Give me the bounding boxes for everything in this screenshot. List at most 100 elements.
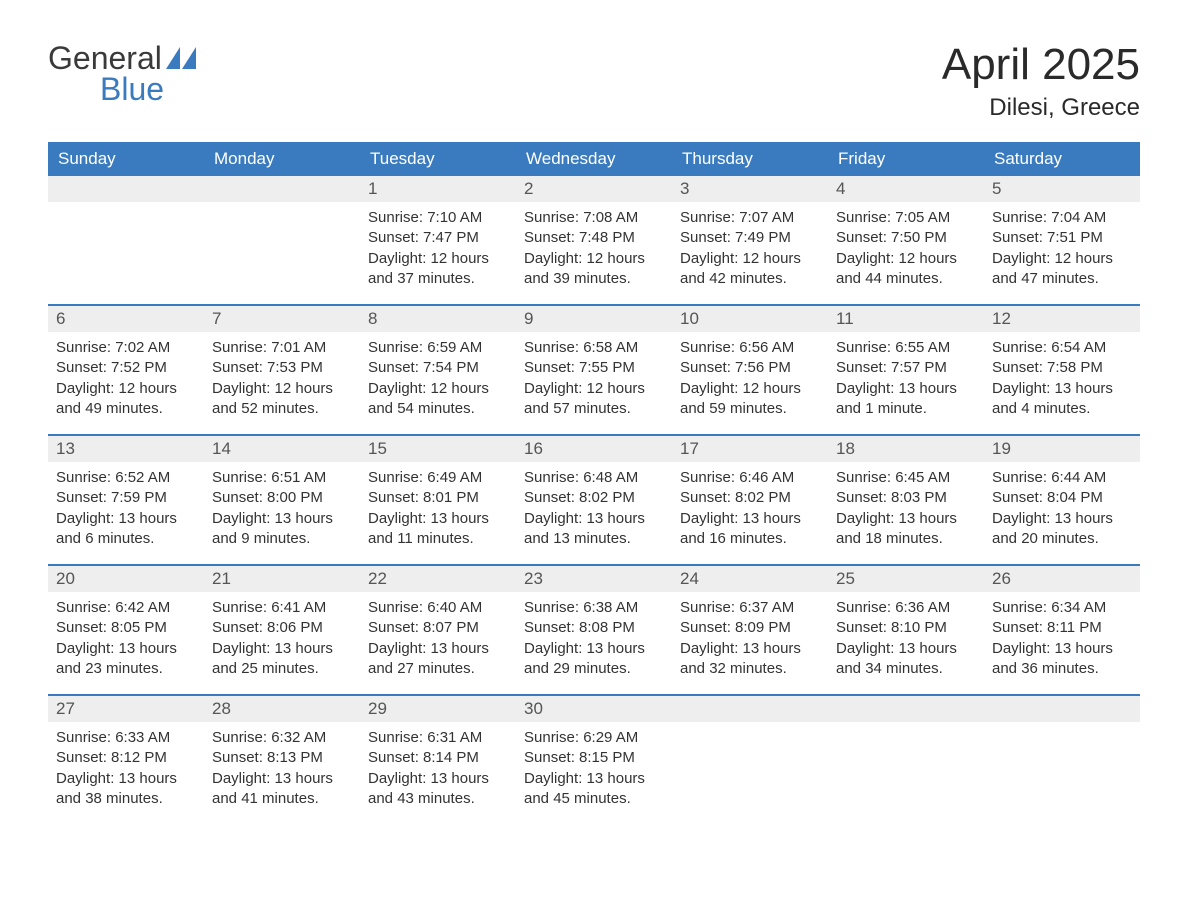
day-cell: 6Sunrise: 7:02 AMSunset: 7:52 PMDaylight… [48, 306, 204, 434]
weekday-header: Sunday [48, 142, 204, 176]
daylight-text: Daylight: 12 hours and 57 minutes. [524, 379, 664, 420]
day-number: 2 [516, 176, 672, 202]
day-content: Sunrise: 7:04 AMSunset: 7:51 PMDaylight:… [984, 202, 1140, 295]
sunset-text: Sunset: 7:49 PM [680, 228, 820, 248]
sunset-text: Sunset: 7:51 PM [992, 228, 1132, 248]
day-number [672, 696, 828, 722]
day-content: Sunrise: 6:59 AMSunset: 7:54 PMDaylight:… [360, 332, 516, 425]
day-cell [48, 176, 204, 304]
sunset-text: Sunset: 7:56 PM [680, 358, 820, 378]
day-content: Sunrise: 6:46 AMSunset: 8:02 PMDaylight:… [672, 462, 828, 555]
day-number: 30 [516, 696, 672, 722]
day-cell: 17Sunrise: 6:46 AMSunset: 8:02 PMDayligh… [672, 436, 828, 564]
sunset-text: Sunset: 8:04 PM [992, 488, 1132, 508]
sunrise-text: Sunrise: 6:36 AM [836, 598, 976, 618]
month-title: April 2025 [942, 40, 1140, 90]
day-cell: 26Sunrise: 6:34 AMSunset: 8:11 PMDayligh… [984, 566, 1140, 694]
daylight-text: Daylight: 13 hours and 36 minutes. [992, 639, 1132, 680]
sunrise-text: Sunrise: 6:34 AM [992, 598, 1132, 618]
day-content: Sunrise: 6:54 AMSunset: 7:58 PMDaylight:… [984, 332, 1140, 425]
sunrise-text: Sunrise: 6:38 AM [524, 598, 664, 618]
day-content: Sunrise: 6:41 AMSunset: 8:06 PMDaylight:… [204, 592, 360, 685]
weekday-header: Wednesday [516, 142, 672, 176]
day-cell: 29Sunrise: 6:31 AMSunset: 8:14 PMDayligh… [360, 696, 516, 824]
day-number [828, 696, 984, 722]
day-content: Sunrise: 7:02 AMSunset: 7:52 PMDaylight:… [48, 332, 204, 425]
weekday-header-row: Sunday Monday Tuesday Wednesday Thursday… [48, 142, 1140, 176]
sunrise-text: Sunrise: 6:55 AM [836, 338, 976, 358]
daylight-text: Daylight: 12 hours and 44 minutes. [836, 249, 976, 290]
day-number: 22 [360, 566, 516, 592]
day-content: Sunrise: 6:29 AMSunset: 8:15 PMDaylight:… [516, 722, 672, 815]
daylight-text: Daylight: 12 hours and 42 minutes. [680, 249, 820, 290]
daylight-text: Daylight: 13 hours and 13 minutes. [524, 509, 664, 550]
day-number: 25 [828, 566, 984, 592]
sunset-text: Sunset: 8:05 PM [56, 618, 196, 638]
day-content: Sunrise: 6:49 AMSunset: 8:01 PMDaylight:… [360, 462, 516, 555]
sunset-text: Sunset: 8:00 PM [212, 488, 352, 508]
daylight-text: Daylight: 13 hours and 18 minutes. [836, 509, 976, 550]
sunrise-text: Sunrise: 6:29 AM [524, 728, 664, 748]
sunrise-text: Sunrise: 6:54 AM [992, 338, 1132, 358]
day-number: 12 [984, 306, 1140, 332]
day-number: 17 [672, 436, 828, 462]
sunrise-text: Sunrise: 6:51 AM [212, 468, 352, 488]
daylight-text: Daylight: 12 hours and 49 minutes. [56, 379, 196, 420]
day-cell: 13Sunrise: 6:52 AMSunset: 7:59 PMDayligh… [48, 436, 204, 564]
sunset-text: Sunset: 7:48 PM [524, 228, 664, 248]
daylight-text: Daylight: 12 hours and 47 minutes. [992, 249, 1132, 290]
day-content: Sunrise: 6:36 AMSunset: 8:10 PMDaylight:… [828, 592, 984, 685]
sunset-text: Sunset: 8:07 PM [368, 618, 508, 638]
day-cell: 25Sunrise: 6:36 AMSunset: 8:10 PMDayligh… [828, 566, 984, 694]
daylight-text: Daylight: 13 hours and 38 minutes. [56, 769, 196, 810]
day-number: 8 [360, 306, 516, 332]
day-cell: 30Sunrise: 6:29 AMSunset: 8:15 PMDayligh… [516, 696, 672, 824]
sunset-text: Sunset: 8:15 PM [524, 748, 664, 768]
sunrise-text: Sunrise: 6:58 AM [524, 338, 664, 358]
day-cell: 15Sunrise: 6:49 AMSunset: 8:01 PMDayligh… [360, 436, 516, 564]
sunrise-text: Sunrise: 6:52 AM [56, 468, 196, 488]
sunrise-text: Sunrise: 6:33 AM [56, 728, 196, 748]
sunset-text: Sunset: 7:52 PM [56, 358, 196, 378]
weekday-header: Friday [828, 142, 984, 176]
day-number: 19 [984, 436, 1140, 462]
sunrise-text: Sunrise: 6:42 AM [56, 598, 196, 618]
sunset-text: Sunset: 8:02 PM [680, 488, 820, 508]
day-content: Sunrise: 7:10 AMSunset: 7:47 PMDaylight:… [360, 202, 516, 295]
sunset-text: Sunset: 8:06 PM [212, 618, 352, 638]
sunset-text: Sunset: 7:50 PM [836, 228, 976, 248]
day-number: 16 [516, 436, 672, 462]
day-cell: 20Sunrise: 6:42 AMSunset: 8:05 PMDayligh… [48, 566, 204, 694]
day-number: 18 [828, 436, 984, 462]
day-cell: 11Sunrise: 6:55 AMSunset: 7:57 PMDayligh… [828, 306, 984, 434]
sunrise-text: Sunrise: 7:05 AM [836, 208, 976, 228]
day-cell [984, 696, 1140, 824]
day-content: Sunrise: 7:07 AMSunset: 7:49 PMDaylight:… [672, 202, 828, 295]
sunrise-text: Sunrise: 6:49 AM [368, 468, 508, 488]
day-content: Sunrise: 6:45 AMSunset: 8:03 PMDaylight:… [828, 462, 984, 555]
day-number [204, 176, 360, 202]
daylight-text: Daylight: 12 hours and 54 minutes. [368, 379, 508, 420]
daylight-text: Daylight: 12 hours and 59 minutes. [680, 379, 820, 420]
sunset-text: Sunset: 7:54 PM [368, 358, 508, 378]
sunrise-text: Sunrise: 7:02 AM [56, 338, 196, 358]
sunset-text: Sunset: 8:09 PM [680, 618, 820, 638]
week-row: 13Sunrise: 6:52 AMSunset: 7:59 PMDayligh… [48, 434, 1140, 564]
sunrise-text: Sunrise: 7:10 AM [368, 208, 508, 228]
day-number: 10 [672, 306, 828, 332]
title-block: April 2025 Dilesi, Greece [942, 40, 1140, 122]
daylight-text: Daylight: 13 hours and 25 minutes. [212, 639, 352, 680]
day-cell: 1Sunrise: 7:10 AMSunset: 7:47 PMDaylight… [360, 176, 516, 304]
sunset-text: Sunset: 7:47 PM [368, 228, 508, 248]
day-content: Sunrise: 6:48 AMSunset: 8:02 PMDaylight:… [516, 462, 672, 555]
day-cell: 28Sunrise: 6:32 AMSunset: 8:13 PMDayligh… [204, 696, 360, 824]
day-number: 21 [204, 566, 360, 592]
weeks-container: 1Sunrise: 7:10 AMSunset: 7:47 PMDaylight… [48, 176, 1140, 824]
sunrise-text: Sunrise: 6:56 AM [680, 338, 820, 358]
sunrise-text: Sunrise: 6:32 AM [212, 728, 352, 748]
sunset-text: Sunset: 8:02 PM [524, 488, 664, 508]
day-cell: 9Sunrise: 6:58 AMSunset: 7:55 PMDaylight… [516, 306, 672, 434]
day-content: Sunrise: 7:08 AMSunset: 7:48 PMDaylight:… [516, 202, 672, 295]
daylight-text: Daylight: 13 hours and 45 minutes. [524, 769, 664, 810]
sunrise-text: Sunrise: 7:08 AM [524, 208, 664, 228]
